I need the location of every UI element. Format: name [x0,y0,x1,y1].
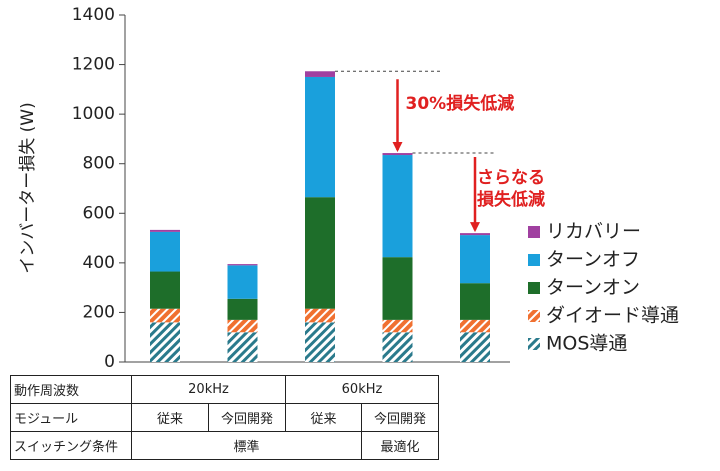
bar-segment [150,229,180,232]
bar-segment [227,319,258,333]
bar-segment [150,322,180,362]
cell: 最適化 [361,431,439,460]
bar-segment [382,332,413,362]
legend-swatch [528,226,540,238]
legend-label: MOS導通 [546,333,627,355]
bar-segment [150,231,180,272]
cell: 今回開発 [361,403,439,432]
condition-table: 動作周波数 20kHz 60kHz モジュール 従来 今回開発 従来 今回開発 スイッチング… [10,375,439,460]
legend-label: ターンオフ [546,249,640,271]
cell: 20kHz [131,375,286,404]
y-tick-label: 1200 [72,55,115,75]
bar-segment [305,71,335,77]
cell: 動作周波数 [10,375,132,404]
annotation: 30%損失低減 [406,93,515,114]
bar-segment [305,197,335,309]
bar-segment [460,319,490,333]
cell: 標準 [131,431,362,460]
bar-segment [305,308,335,323]
cell: スイッチング条件 [10,431,132,460]
bar-segment [227,264,258,266]
legend-swatch [528,254,540,266]
y-tick-label: 0 [104,352,115,372]
bar-segment [305,76,335,198]
bar-segment [150,271,180,309]
y-tick-label: 800 [83,154,115,174]
annotation: 損失低減 [477,189,545,210]
cell: 従来 [285,403,362,432]
bar-segment [382,155,413,258]
legend-label: リカバリー [546,221,641,243]
bar-segment [460,332,490,362]
cell: モジュール [10,403,132,432]
bar-segment [227,332,258,362]
legend-label: ダイオード導通 [546,305,679,327]
legend-label: ターンオン [546,277,640,299]
bar-segment [227,298,258,320]
y-tick-label: 600 [83,203,115,223]
bar-segment [382,257,413,320]
legend-swatch [528,282,540,294]
cell: 今回開発 [208,403,286,432]
y-tick-label: 1000 [72,104,115,124]
bar-segment [460,235,490,284]
y-tick-label: 200 [83,302,115,322]
bar-segment [227,265,258,299]
legend-swatch [528,338,540,350]
cell: 60kHz [285,375,439,404]
bar-segment [382,319,413,333]
y-tick-label: 1400 [72,5,115,25]
bar-segment [460,283,490,320]
bar-segment [460,233,490,236]
cell: 従来 [131,403,209,432]
bar-segment [150,308,180,323]
legend-swatch [528,310,540,322]
annotation: さらなる [477,168,545,188]
bar-segment [305,322,335,362]
bar-segment [382,153,413,156]
y-tick-label: 400 [83,253,115,273]
y-axis-label: インバーター損失 (W) [18,102,38,273]
